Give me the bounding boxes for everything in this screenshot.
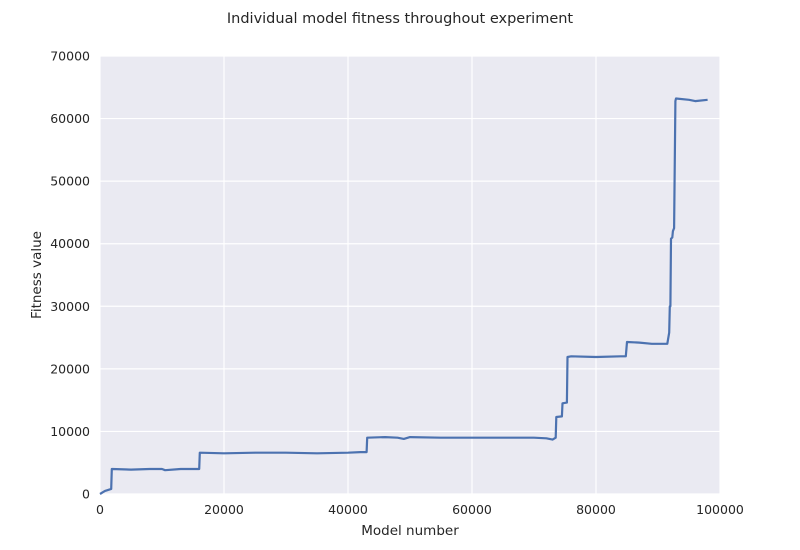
y-tick-label: 10000 — [50, 424, 90, 439]
y-tick-label: 0 — [82, 487, 90, 502]
y-tick-label: 70000 — [50, 49, 90, 64]
y-tick-label: 60000 — [50, 111, 90, 126]
y-tick-label: 40000 — [50, 236, 90, 251]
fitness-series-line — [99, 97, 708, 495]
y-axis-label: Fitness value — [29, 231, 45, 319]
x-tick-label: 80000 — [576, 502, 616, 517]
x-tick-label: 60000 — [452, 502, 492, 517]
x-axis-label: Model number — [361, 523, 459, 539]
y-tick-label: 50000 — [50, 174, 90, 189]
x-tick-label: 100000 — [696, 502, 744, 517]
series-layer — [99, 97, 708, 495]
plot-area — [100, 56, 720, 494]
grid-lines — [99, 55, 721, 495]
x-tick-label: 0 — [96, 502, 104, 517]
x-tick-label: 40000 — [328, 502, 368, 517]
chart-title: Individual model fitness throughout expe… — [227, 11, 574, 27]
y-tick-label: 20000 — [50, 361, 90, 376]
y-tick-label: 30000 — [50, 299, 90, 314]
tick-labels: 0 20000 40000 60000 80000 100000 0 10000 20000 30… — [50, 49, 744, 518]
x-tick-label: 20000 — [204, 502, 244, 517]
